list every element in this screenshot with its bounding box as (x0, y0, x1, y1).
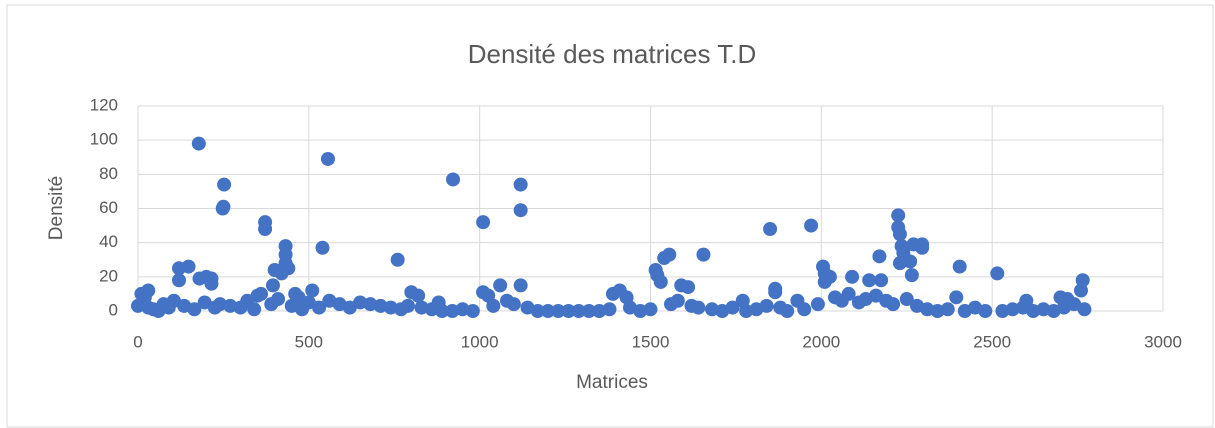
point (561, 304, 576, 318)
y-tick-label: 20 (99, 266, 118, 285)
point (506, 297, 521, 312)
point (312, 300, 327, 315)
point (1074, 283, 1088, 298)
point (305, 283, 320, 298)
point (1077, 302, 1092, 317)
point (662, 247, 677, 262)
point (530, 304, 545, 318)
point (215, 201, 230, 216)
point (513, 177, 528, 192)
point (892, 227, 907, 242)
point (643, 302, 658, 317)
point (281, 261, 296, 276)
point (582, 304, 596, 318)
point (172, 273, 186, 288)
point (903, 254, 918, 269)
point (940, 302, 955, 317)
point (315, 240, 330, 255)
point (681, 280, 696, 295)
point (390, 252, 405, 267)
point (541, 304, 555, 318)
point (400, 298, 415, 313)
point (204, 276, 219, 291)
x-tick-label: 500 (295, 332, 323, 351)
point (265, 278, 280, 293)
point (465, 304, 480, 318)
point (949, 290, 964, 305)
point (862, 273, 877, 288)
point (513, 278, 528, 293)
point (759, 298, 774, 313)
y-tick-label: 40 (99, 232, 118, 251)
y-tick-label: 0 (109, 300, 118, 319)
point (845, 269, 860, 284)
point (780, 304, 795, 318)
point (886, 297, 901, 312)
point (952, 259, 967, 274)
point (915, 240, 930, 255)
point (817, 274, 832, 289)
point (874, 273, 889, 288)
point (691, 300, 706, 315)
y-tick-label: 100 (90, 130, 118, 149)
chart-title: Densité des matrices T.D (468, 39, 757, 69)
point (768, 285, 783, 300)
point (696, 247, 711, 262)
point (258, 222, 273, 236)
point (670, 293, 685, 308)
point (602, 302, 617, 317)
point (181, 259, 196, 274)
x-tick-label: 2000 (802, 332, 840, 351)
y-tick-label: 120 (90, 95, 118, 114)
x-tick-label: 1000 (461, 332, 499, 351)
x-tick-label: 2500 (973, 332, 1011, 351)
point (486, 298, 501, 313)
point (254, 286, 268, 301)
y-tick-label: 60 (99, 198, 118, 217)
point (605, 286, 620, 301)
point (320, 151, 335, 166)
point (271, 292, 286, 307)
point (978, 304, 993, 318)
point (891, 208, 906, 223)
y-axis-label: Densité (46, 176, 67, 240)
point (551, 304, 566, 318)
point (571, 304, 586, 318)
point (725, 300, 740, 315)
point (446, 172, 461, 187)
point (899, 292, 914, 307)
y-tick-label: 80 (99, 164, 118, 183)
point (841, 286, 856, 301)
x-tick-label: 3000 (1144, 332, 1182, 351)
point (217, 177, 232, 192)
point (653, 274, 668, 289)
point (990, 266, 1005, 281)
point (797, 302, 812, 317)
point (191, 136, 206, 151)
point (810, 297, 825, 312)
point (513, 203, 528, 218)
point (435, 304, 450, 318)
x-tick-label: 0 (133, 332, 142, 351)
point (872, 249, 887, 264)
point (804, 218, 819, 233)
point (493, 278, 508, 293)
x-tick-label: 1500 (632, 332, 670, 351)
chart-frame (6, 4, 1214, 428)
point (247, 302, 262, 317)
point (187, 302, 202, 317)
point (904, 268, 919, 283)
point (476, 215, 491, 230)
point (411, 288, 426, 303)
x-axis-label: Matrices (576, 372, 648, 393)
point (763, 222, 778, 236)
